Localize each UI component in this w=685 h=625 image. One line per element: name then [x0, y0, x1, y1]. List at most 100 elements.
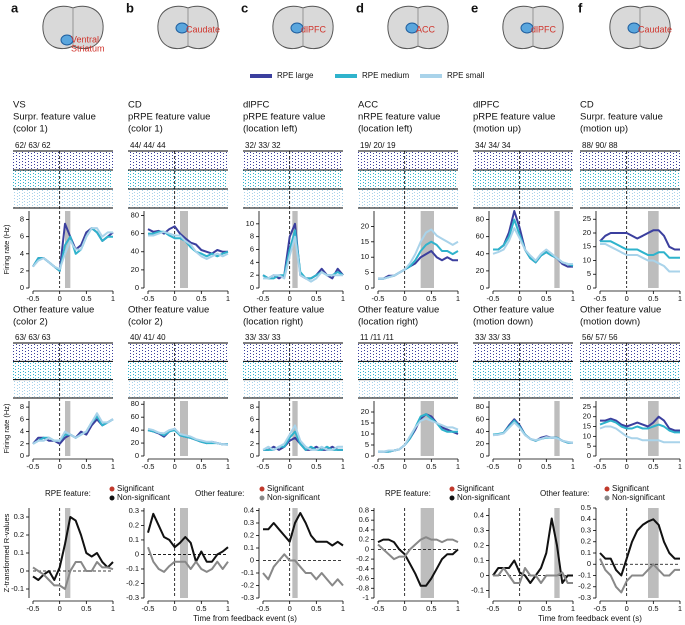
- x-tick-label: 0.5: [541, 604, 551, 613]
- y-tick-label: 5: [587, 269, 591, 278]
- y-tick-label: 0: [135, 451, 139, 460]
- x-tick-label: -0.5: [594, 604, 607, 613]
- raster-band: [358, 361, 458, 380]
- y-tick-label: 0.6: [359, 515, 369, 524]
- x-tick-label: 1: [341, 462, 345, 471]
- series-line: [148, 230, 229, 260]
- y-tick-label: 0: [480, 451, 484, 460]
- legend-dot: [109, 495, 115, 501]
- series-line: [600, 415, 680, 432]
- series-line: [263, 235, 343, 283]
- raster-band: [13, 189, 113, 208]
- chart-subtitle: (color 1): [128, 124, 163, 135]
- brain-area: [520, 22, 534, 34]
- legend-label: RPE large: [277, 71, 314, 80]
- chart-title: pRPE feature value: [473, 112, 555, 123]
- x-tick-label: 0.5: [426, 604, 436, 613]
- legend-label: Significant: [457, 484, 495, 493]
- y-tick-label: -0.1: [578, 570, 591, 579]
- series-line: [492, 517, 573, 584]
- y-tick-label: -0.1: [126, 564, 139, 573]
- trial-counts: 32/ 33/ 32: [245, 141, 281, 150]
- y-tick-label: -0.2: [241, 580, 254, 589]
- y-tick-label: 0: [20, 283, 24, 292]
- y-tick-label: 4: [20, 427, 24, 436]
- x-tick-label: 0.5: [541, 462, 551, 471]
- x-tick-label: 0.5: [648, 604, 658, 613]
- legend-dot: [449, 495, 455, 501]
- trial-counts: 33/ 33/ 33: [475, 333, 511, 342]
- y-tick-label: 0.4: [581, 514, 591, 523]
- analysis-window: [420, 401, 434, 456]
- y-tick-label: 0: [365, 544, 369, 553]
- y-tick-label: 0.2: [581, 537, 591, 546]
- series-line: [492, 421, 574, 444]
- raster-band: [128, 343, 228, 362]
- raster-band: [473, 189, 573, 208]
- x-tick-label: 0.5: [311, 294, 321, 303]
- y-tick-label: -0.1: [241, 568, 254, 577]
- raster-band: [358, 379, 458, 398]
- y-tick-label: 10: [361, 252, 369, 261]
- raster-band: [580, 379, 680, 398]
- series-line: [263, 512, 344, 547]
- raster-band: [473, 343, 573, 362]
- x-tick-label: -0.5: [27, 604, 40, 613]
- y-tick-label: 25: [583, 402, 591, 411]
- y-tick-label: 10: [246, 219, 254, 228]
- legend-label: Significant: [267, 484, 305, 493]
- y-tick-label: 80: [131, 399, 139, 408]
- y-tick-label: 0.3: [14, 512, 24, 521]
- y-tick-label: 0.1: [244, 543, 254, 552]
- analysis-window: [292, 508, 298, 598]
- x-tick-label: 1: [111, 294, 115, 303]
- x-tick-label: -0.5: [142, 294, 155, 303]
- x-tick-label: 0: [173, 294, 177, 303]
- legend-label: RPE small: [447, 71, 485, 80]
- series-line: [32, 561, 114, 590]
- series-line: [599, 229, 680, 251]
- legend-dot: [259, 486, 265, 492]
- y-tick-label: 15: [583, 242, 591, 251]
- chart-title: Other feature value: [243, 305, 324, 316]
- y-tick-label: 2: [250, 270, 254, 279]
- x-tick-label: 0: [173, 462, 177, 471]
- y-tick-label: 4: [250, 257, 254, 266]
- x-tick-label: 1: [456, 462, 460, 471]
- x-tick-label: 0.5: [426, 462, 436, 471]
- area-label: dlPFC: [301, 24, 327, 34]
- y-tick-label: 80: [476, 215, 484, 224]
- x-tick-label: 0: [58, 462, 62, 471]
- y-tick-label: 20: [131, 438, 139, 447]
- y-tick-label: 80: [476, 402, 484, 411]
- y-tick-label: 60: [131, 229, 139, 238]
- trial-counts: 88/ 90/ 88: [582, 141, 618, 150]
- y-tick-label: 6: [250, 414, 254, 423]
- y-tick-label: 0.1: [474, 555, 484, 564]
- chart-title: Other feature value: [358, 305, 439, 316]
- series-line: [599, 518, 680, 577]
- x-tick-label: 0.5: [81, 604, 91, 613]
- y-tick-label: -0.2: [356, 554, 369, 563]
- panel-letter: a: [11, 0, 19, 15]
- analysis-window: [292, 401, 298, 456]
- x-tick-label: 0.5: [541, 294, 551, 303]
- y-tick-label: -0.1: [11, 584, 24, 593]
- analysis-window: [180, 401, 188, 456]
- region-label: CD: [580, 100, 594, 111]
- y-tick-label: 8: [250, 402, 254, 411]
- series-line: [378, 228, 459, 280]
- raster-band: [243, 189, 343, 208]
- x-tick-label: -0.5: [487, 294, 500, 303]
- y-tick-label: 0.3: [129, 506, 139, 515]
- chart-subtitle: (location right): [243, 317, 303, 328]
- y-tick-label: 0.5: [581, 503, 591, 512]
- x-tick-label: 0: [288, 294, 292, 303]
- series-line: [599, 425, 680, 444]
- x-tick-label: 0: [58, 294, 62, 303]
- y-tick-label: 0.2: [244, 530, 254, 539]
- x-tick-label: 0: [625, 462, 629, 471]
- x-tick-label: 0.5: [311, 604, 321, 613]
- y-axis-label: Z-transformed R-values: [2, 513, 11, 592]
- y-tick-label: 6: [250, 244, 254, 253]
